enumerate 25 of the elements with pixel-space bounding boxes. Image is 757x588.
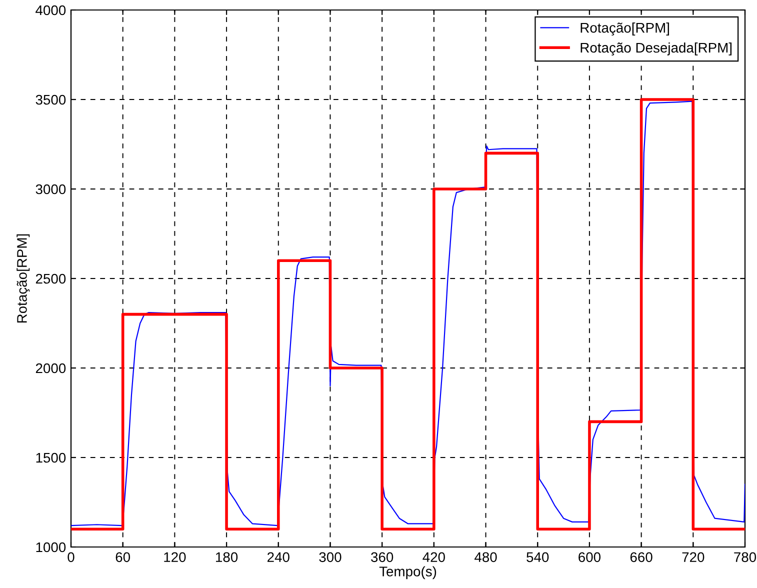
- y-tick-label: 3000: [36, 184, 66, 194]
- x-tick-label: 240: [268, 552, 290, 562]
- x-tick-label: 780: [734, 552, 756, 562]
- y-tick-label: 1000: [36, 542, 66, 552]
- x-tick-label: 540: [526, 552, 549, 562]
- y-tick-label: 2000: [36, 363, 66, 374]
- y-tick-label: 3500: [36, 94, 66, 105]
- x-tick-label: 720: [682, 552, 704, 562]
- y-tick-label: 1500: [36, 452, 66, 463]
- y-tick-label: 2500: [36, 274, 66, 284]
- x-tick-label: 360: [371, 552, 394, 562]
- x-tick-label: 60: [116, 552, 130, 562]
- x-tick-label: 600: [578, 552, 601, 562]
- x-tick-label: 120: [164, 552, 186, 562]
- legend-label: Rotação Desejada[RPM]: [580, 42, 732, 56]
- x-tick-label: 0: [68, 552, 74, 562]
- x-tick-label: 660: [630, 552, 652, 562]
- x-tick-label: 300: [319, 552, 342, 562]
- x-axis-title: Tempo(s): [379, 566, 436, 580]
- y-axis-title: Rotação[RPM]: [16, 234, 30, 323]
- x-tick-label: 480: [474, 552, 497, 562]
- legend-label: Rotação[RPM]: [580, 22, 669, 36]
- y-tick-label: 4000: [36, 5, 66, 16]
- x-tick-label: 180: [216, 552, 238, 562]
- x-tick-label: 420: [422, 552, 445, 562]
